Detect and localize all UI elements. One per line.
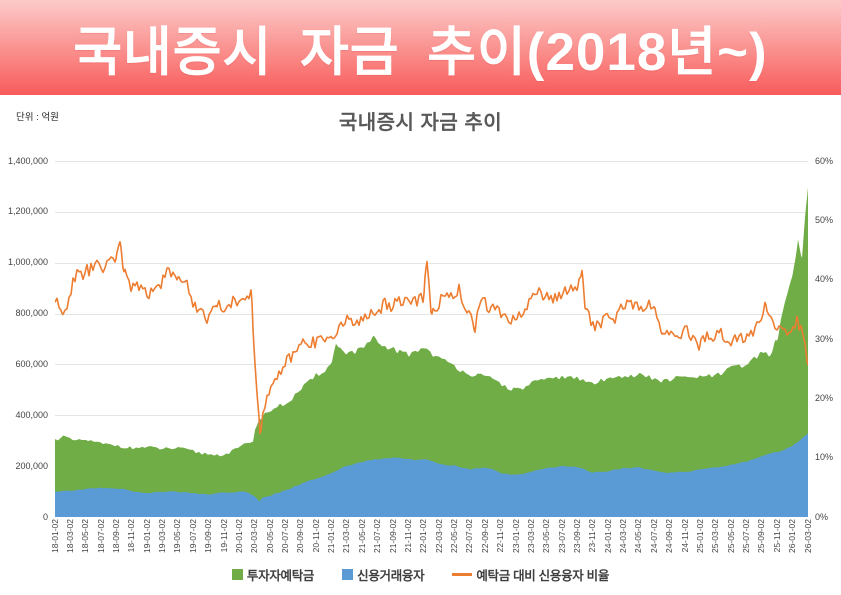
x-axis-tick: 18-11-02 <box>126 519 137 553</box>
x-axis-tick: 19-09-02 <box>203 519 214 554</box>
x-axis-tick: 21-07-02 <box>372 519 383 554</box>
x-axis-tick: 18-07-02 <box>95 519 106 554</box>
legend-item-credit: 신용거래융자 <box>342 565 425 584</box>
chart-legend: 투자자예탁금 신용거래융자 예탁금 대비 신용융자 비율 <box>0 563 841 585</box>
x-axis-tick: 18-01-02 <box>49 519 60 554</box>
x-axis-tick: 25-05-02 <box>725 519 736 554</box>
x-axis-tick: 24-01-02 <box>602 519 613 554</box>
x-axis-tick: 19-03-02 <box>157 519 168 554</box>
x-axis-tick: 19-01-02 <box>141 519 152 554</box>
legend-item-ratio: 예탁금 대비 신용융자 비율 <box>452 565 609 584</box>
x-axis-tick: 19-07-02 <box>187 519 198 554</box>
legend-label-credit: 신용거래융자 <box>357 568 425 583</box>
x-axis-tick: 22-01-02 <box>418 519 429 554</box>
x-axis-tick: 23-07-02 <box>556 519 567 554</box>
legend-item-deposits: 투자자예탁금 <box>231 565 315 584</box>
x-axis-tick: 23-11-02 <box>587 519 598 553</box>
x-axis-tick: 25-03-02 <box>710 519 721 554</box>
banner: 국내증시 자금 추이(2018년~) <box>0 0 841 95</box>
x-axis-tick: 25-07-02 <box>741 519 752 554</box>
y-axis-tick-right: 0% <box>815 511 829 522</box>
y-axis-tick-right: 50% <box>815 214 834 225</box>
x-axis-tick: 22-05-02 <box>449 519 460 554</box>
y-axis-tick-left: 1,000,000 <box>7 257 48 268</box>
x-axis-tick: 20-11-02 <box>310 519 321 553</box>
x-axis-tick: 18-03-02 <box>64 519 75 554</box>
y-axis-tick-right: 30% <box>815 333 834 344</box>
y-axis-tick-right: 20% <box>815 392 834 403</box>
x-axis-tick: 24-07-02 <box>648 519 659 554</box>
x-axis-tick: 25-11-02 <box>771 519 782 553</box>
x-axis-tick: 23-01-02 <box>510 519 521 554</box>
banner-title: 국내증시 자금 추이(2018년~) <box>73 22 768 82</box>
chart-title: 국내증시 자금 추이 <box>338 112 503 134</box>
y-axis-tick-right: 60% <box>815 155 834 166</box>
x-axis-tick: 19-05-02 <box>172 519 183 554</box>
x-axis-tick: 26-03-02 <box>802 519 813 554</box>
y-axis-tick-right: 10% <box>815 452 834 463</box>
x-axis-tick: 22-11-02 <box>495 519 506 553</box>
x-axis-tick: 21-03-02 <box>341 519 352 554</box>
deposits-swatch-icon <box>231 568 243 580</box>
x-axis-tick: 21-09-02 <box>387 519 398 554</box>
y-axis-tick-left: 600,000 <box>15 358 48 369</box>
x-axis-tick: 24-05-02 <box>633 519 644 554</box>
x-axis-tick: 20-05-02 <box>264 519 275 554</box>
ratio-line <box>55 241 808 435</box>
y-axis-tick-left: 0 <box>42 511 48 522</box>
x-axis-tick: 25-01-02 <box>694 519 705 554</box>
legend-label-ratio: 예탁금 대비 신용융자 비율 <box>476 568 610 583</box>
deposits-area <box>55 187 808 517</box>
x-axis-tick: 24-09-02 <box>664 519 675 554</box>
x-axis-tick: 24-11-02 <box>679 519 690 553</box>
x-axis-tick: 24-03-02 <box>618 519 629 554</box>
x-axis-tick: 20-09-02 <box>295 519 306 554</box>
x-axis-tick: 20-03-02 <box>249 519 260 554</box>
x-axis-tick: 22-07-02 <box>464 519 475 554</box>
credit-swatch-icon <box>342 568 354 580</box>
x-axis-tick: 23-09-02 <box>571 519 582 554</box>
y-axis-tick-left: 800,000 <box>15 308 48 319</box>
y-axis-tick-left: 1,200,000 <box>7 206 48 217</box>
credit-area <box>55 433 808 517</box>
y-axis-tick-left: 1,400,000 <box>7 155 48 166</box>
x-axis-tick: 22-03-02 <box>433 519 444 554</box>
y-axis-tick-left: 200,000 <box>15 460 48 471</box>
x-axis-tick: 21-01-02 <box>326 519 337 554</box>
x-axis-tick: 23-05-02 <box>541 519 552 554</box>
x-axis-tick: 22-09-02 <box>479 519 490 554</box>
x-axis-tick: 21-05-02 <box>356 519 367 554</box>
x-axis-tick: 25-09-02 <box>756 519 767 554</box>
legend-label-deposits: 투자자예탁금 <box>246 568 315 583</box>
x-axis-tick: 18-09-02 <box>110 519 121 554</box>
chart-card: 단위 : 억원 국내증시 자금 추이 투자자예탁금 신용거래융자 예탁금 대비 … <box>0 95 841 595</box>
x-axis-tick: 19-11-02 <box>218 519 229 553</box>
plot-area <box>55 161 808 517</box>
x-axis-tick: 21-11-02 <box>402 519 413 553</box>
x-axis-tick: 26-01-02 <box>787 519 798 554</box>
ratio-swatch-icon <box>452 572 473 576</box>
x-axis-tick: 23-03-02 <box>525 519 536 554</box>
axis-unit-label: 단위 : 억원 <box>16 112 59 123</box>
y-axis-tick-right: 40% <box>815 274 834 285</box>
x-axis-tick: 20-01-02 <box>233 519 244 554</box>
x-axis-tick: 18-05-02 <box>80 519 91 554</box>
x-axis-tick: 20-07-02 <box>280 519 290 554</box>
y-axis-tick-left: 400,000 <box>15 409 48 420</box>
